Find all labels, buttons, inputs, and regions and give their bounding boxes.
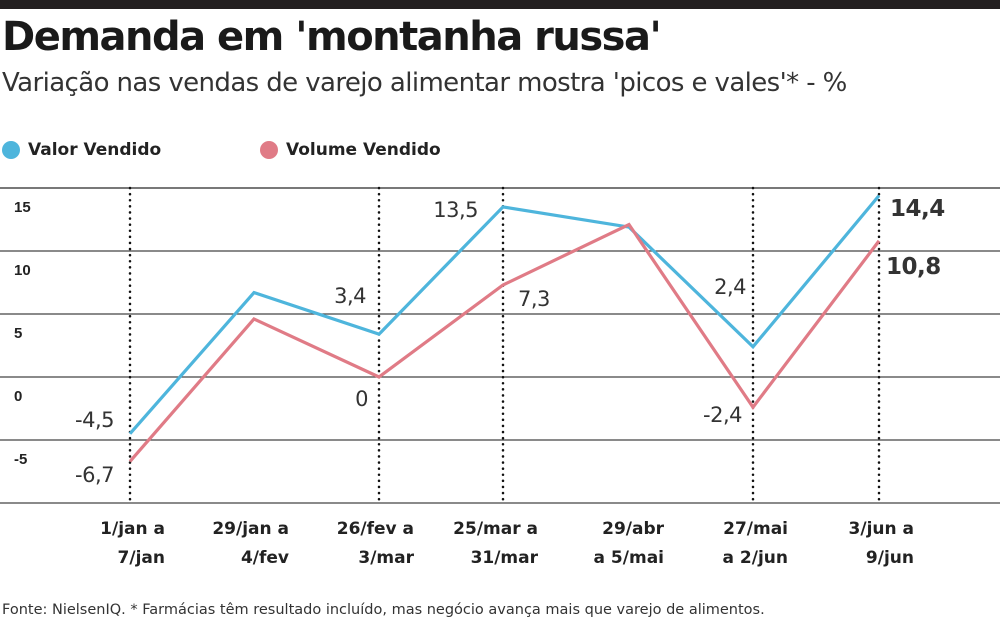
- chart-title: Demanda em 'montanha russa': [2, 14, 662, 60]
- legend-label-volume: Volume Vendido: [286, 140, 441, 160]
- data-label-volume: -2,4: [703, 403, 742, 427]
- series-line-volume: [128, 222, 881, 463]
- x-tick-label: 9/jun: [866, 548, 914, 568]
- y-tick-label: 0: [14, 388, 22, 405]
- data-label-volume: 10,8: [886, 254, 941, 280]
- series-line-valor: [128, 194, 881, 435]
- data-label-valor: 3,4: [334, 284, 366, 308]
- x-tick-label: 31/mar: [471, 548, 539, 568]
- data-label-valor: 13,5: [433, 198, 478, 222]
- x-tick-label: 3/jun a: [849, 519, 914, 539]
- line-chart: -5 0 5 10 15 1/jan a 7/jan 29/jan a 4/fev 26/fev …: [0, 186, 1000, 568]
- legend-swatch-volume: [260, 141, 278, 159]
- y-tick-label: 15: [14, 199, 31, 216]
- data-label-valor: 2,4: [714, 275, 746, 299]
- data-label-valor: 14,4: [890, 196, 945, 222]
- x-tick-label: 1/jan a: [100, 519, 165, 539]
- x-tick-label: 29/jan a: [212, 519, 289, 539]
- x-tick-label: a 2/jun: [723, 548, 788, 568]
- x-tick-label: 3/mar: [358, 548, 414, 568]
- y-tick-label: -5: [14, 451, 27, 468]
- x-tick-label: 27/mai: [723, 519, 788, 539]
- y-tick-label: 5: [14, 325, 22, 342]
- legend-item-volume: Volume Vendido: [260, 136, 441, 164]
- chart-subtitle: Variação nas vendas de varejo alimentar …: [2, 68, 847, 98]
- x-tick-label: a 5/mai: [594, 548, 664, 568]
- y-tick-label: 10: [14, 262, 31, 279]
- data-label-volume: 0: [355, 387, 368, 411]
- top-bar: [0, 0, 1000, 9]
- x-tick-label: 4/fev: [241, 548, 289, 568]
- data-label-volume: -6,7: [75, 463, 114, 487]
- x-tick-label: 25/mar a: [453, 519, 538, 539]
- legend-swatch-valor: [2, 141, 20, 159]
- source-note: Fonte: NielsenIQ. * Farmácias têm result…: [2, 602, 765, 618]
- x-tick-label: 7/jan: [118, 548, 165, 568]
- x-tick-label: 26/fev a: [337, 519, 414, 539]
- legend-item-valor: Valor Vendido: [2, 136, 161, 164]
- legend-label-valor: Valor Vendido: [28, 140, 162, 160]
- x-tick-label: 29/abr: [602, 519, 665, 539]
- data-label-valor: -4,5: [75, 408, 114, 432]
- data-label-volume: 7,3: [518, 287, 550, 311]
